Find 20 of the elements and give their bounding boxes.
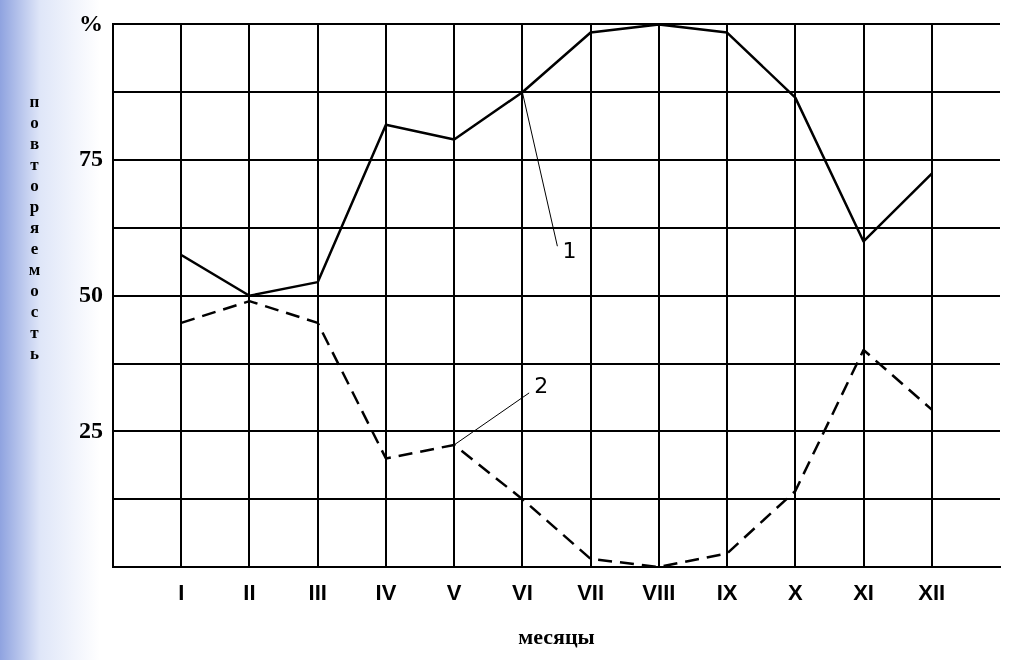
x-tick-label: IX [716,580,738,606]
x-tick-label: II [243,580,256,606]
x-axis-title: месяцы [518,624,595,650]
x-tick-label: V [446,580,462,606]
x-tick-label: VI [511,580,533,606]
x-tick-label: VIII [642,580,676,606]
annotation: 1 [562,237,577,263]
y-tick-label: 50 [79,280,103,307]
x-tick-label: XII [918,580,946,606]
annotation: 2 [534,372,549,398]
y-tick-label: 25 [79,416,103,443]
y-axis-title: повторяемость [24,92,44,365]
x-tick-label: III [308,580,327,606]
x-tick-label: VII [577,580,605,606]
y-tick-label: % [79,9,103,36]
x-tick-label: XI [853,580,874,606]
y-tick-label: 75 [79,145,103,172]
x-tick-label: IV [375,580,397,606]
x-tick-label: I [178,580,185,606]
x-tick-label: X [787,580,803,606]
